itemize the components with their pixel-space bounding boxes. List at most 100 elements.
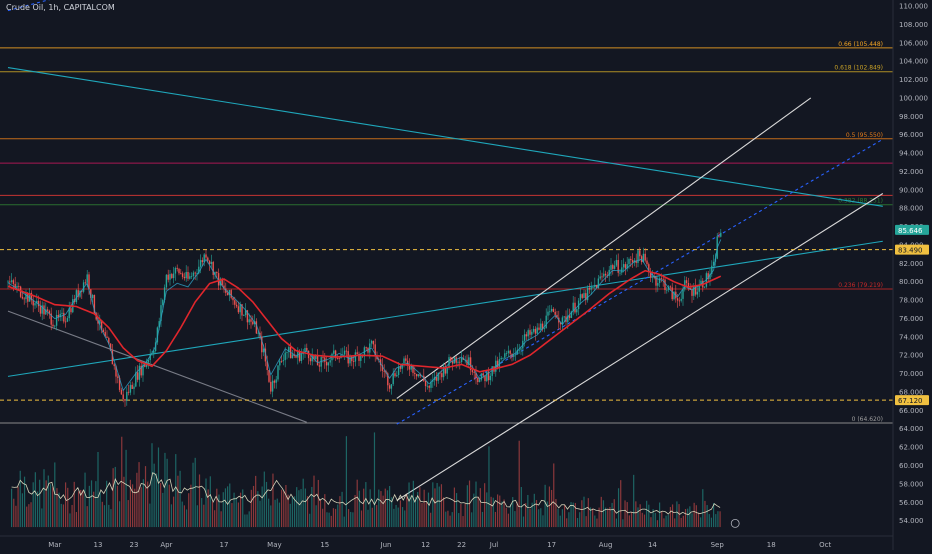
candle — [432, 379, 434, 382]
candle — [207, 257, 209, 261]
candle — [405, 358, 407, 361]
candle — [403, 358, 405, 364]
volume-bar — [80, 489, 82, 528]
volume-bar — [395, 504, 397, 528]
candle — [147, 360, 150, 363]
candle — [381, 365, 384, 371]
candle — [718, 236, 720, 238]
volume-bar — [607, 509, 609, 528]
candle — [248, 319, 250, 323]
candle — [122, 394, 124, 400]
candle — [630, 258, 632, 261]
candle — [279, 361, 281, 366]
candle — [86, 274, 88, 283]
candle — [16, 286, 18, 288]
candle — [315, 355, 317, 359]
candle — [324, 357, 326, 362]
volume-bar — [309, 513, 311, 528]
volume-bar — [501, 501, 503, 528]
candle — [693, 285, 695, 296]
volume-bar — [674, 518, 676, 528]
candle — [345, 350, 348, 352]
volume-bar — [509, 504, 512, 528]
candle — [390, 384, 393, 389]
candle — [106, 336, 108, 338]
candle — [529, 330, 531, 335]
candle — [300, 354, 303, 361]
candle — [194, 272, 196, 274]
candle — [412, 365, 414, 373]
volume-bar — [287, 494, 289, 528]
candle — [291, 354, 294, 359]
volume-bar — [665, 515, 667, 528]
candle — [703, 286, 706, 288]
candle — [495, 360, 497, 372]
volume-bar — [455, 493, 458, 528]
volume-bar — [551, 489, 553, 528]
candle — [208, 260, 211, 265]
candle — [460, 357, 463, 363]
volume-bar — [19, 470, 21, 528]
candle — [352, 361, 355, 362]
volume-bar — [252, 485, 255, 528]
candle — [270, 381, 272, 392]
volume-bar — [505, 507, 507, 528]
volume-bar — [622, 519, 624, 528]
volume-bar — [28, 504, 30, 528]
y-tick-label: 106.000 — [899, 39, 928, 47]
volume-bar — [30, 502, 32, 528]
candle — [451, 361, 454, 364]
volume-bar — [270, 505, 272, 528]
candle — [257, 332, 259, 334]
symbol-legend: Crude Oil, 1h, CAPITALCOM — [6, 3, 115, 12]
candle — [153, 350, 155, 354]
candle — [100, 320, 103, 330]
candle — [189, 276, 191, 279]
volume-bar — [218, 494, 220, 528]
candle — [135, 372, 137, 387]
candle — [77, 290, 79, 297]
candle — [217, 273, 220, 286]
volume-bar — [265, 481, 268, 528]
candle — [313, 354, 315, 359]
candle — [126, 391, 128, 401]
volume-bar — [257, 491, 259, 528]
candle — [394, 373, 396, 377]
candle — [612, 265, 614, 269]
volume-bar — [330, 515, 332, 528]
candle — [14, 283, 16, 288]
volume-bar — [378, 489, 380, 528]
candle — [601, 276, 603, 278]
candle — [61, 312, 63, 314]
volume-bar — [695, 505, 697, 528]
candle — [700, 280, 702, 285]
candle — [428, 385, 430, 388]
candle — [543, 328, 546, 330]
volume-bar — [203, 504, 205, 528]
volume-bar — [222, 492, 224, 528]
candle — [142, 364, 144, 376]
candle — [115, 366, 117, 377]
volume-bar — [440, 484, 443, 528]
candle — [34, 303, 36, 306]
candle — [594, 284, 596, 288]
level-label-5: 0.382 (88.251) — [838, 198, 883, 205]
volume-bar — [492, 497, 494, 528]
volume-bar — [36, 491, 39, 528]
candle — [120, 389, 123, 395]
volume-bar — [250, 489, 252, 528]
volume-bar — [23, 476, 26, 528]
volume-bar — [589, 507, 592, 528]
volume-bar — [581, 500, 583, 528]
candle — [574, 302, 576, 313]
volume-bar — [404, 510, 406, 528]
volume-bar — [507, 513, 509, 528]
candle — [459, 361, 461, 363]
candle — [18, 286, 20, 287]
candle — [590, 287, 592, 290]
volume-bar — [317, 479, 319, 528]
candle — [91, 294, 94, 299]
candle — [698, 284, 700, 292]
